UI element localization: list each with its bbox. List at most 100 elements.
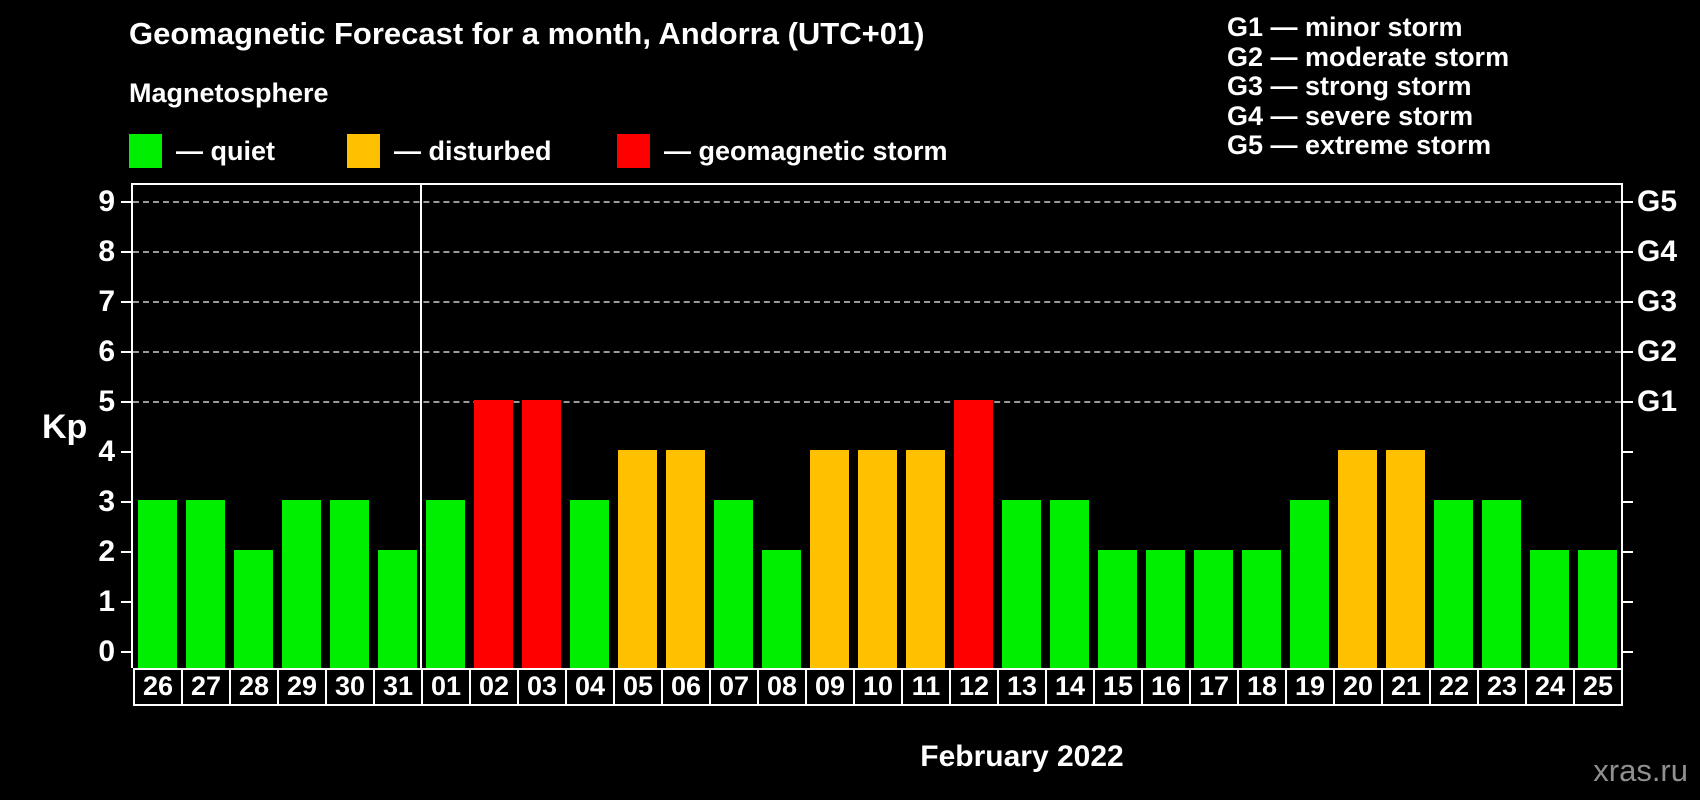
gridline-kp9 (133, 201, 1621, 203)
kp-tick-label-5: 5 (98, 385, 115, 418)
kp-tick-right-2 (1623, 551, 1633, 553)
kp-axis-title: Kp (42, 408, 88, 446)
bar-day-24 (1530, 550, 1569, 668)
day-label-31: 31 (373, 668, 423, 706)
quiet-label: — quiet (176, 135, 275, 166)
day-label-24: 24 (1525, 668, 1575, 706)
day-label-19: 19 (1285, 668, 1335, 706)
right-axis-label-g5: G5 (1637, 185, 1678, 218)
bar-day-30 (330, 500, 369, 668)
magnetosphere-subtitle: Magnetosphere (129, 78, 329, 108)
right-axis-label-g4: G4 (1637, 235, 1678, 268)
gridline-kp6 (133, 351, 1621, 353)
day-label-21: 21 (1381, 668, 1431, 706)
day-label-12: 12 (949, 668, 999, 706)
bar-day-18 (1242, 550, 1281, 668)
kp-tick-label-3: 3 (98, 485, 115, 518)
day-label-23: 23 (1477, 668, 1527, 706)
kp-tick-right-7 (1623, 301, 1633, 303)
kp-tick-right-0 (1623, 651, 1633, 653)
disturbed-label: — disturbed (394, 135, 552, 166)
bar-day-29 (282, 500, 321, 668)
bar-day-10 (858, 450, 897, 668)
bar-day-04 (570, 500, 609, 668)
bar-day-25 (1578, 550, 1617, 668)
storm-color-swatch (617, 134, 650, 168)
right-axis-label-g2: G2 (1637, 335, 1678, 368)
gridline-kp7 (133, 301, 1621, 303)
bar-day-27 (186, 500, 225, 668)
bar-day-31 (378, 550, 417, 668)
kp-tick-label-7: 7 (98, 285, 115, 318)
kp-tick-right-6 (1623, 351, 1633, 353)
kp-tick-left-1 (121, 601, 131, 603)
day-label-11: 11 (901, 668, 951, 706)
legend-item-disturbed: — disturbed (347, 134, 552, 168)
day-label-15: 15 (1093, 668, 1143, 706)
bar-day-13 (1002, 500, 1041, 668)
bar-day-20 (1338, 450, 1377, 668)
storm-label: — geomagnetic storm (664, 135, 948, 166)
bar-day-14 (1050, 500, 1089, 668)
bar-day-21 (1386, 450, 1425, 668)
watermark: xras.ru (1593, 753, 1688, 788)
kp-tick-label-2: 2 (98, 535, 115, 568)
bar-day-16 (1146, 550, 1185, 668)
day-label-22: 22 (1429, 668, 1479, 706)
day-label-01: 01 (421, 668, 471, 706)
legend-item-quiet: — quiet (129, 134, 275, 168)
g-scale-legend: G1 — minor storm G2 — moderate storm G3 … (1227, 12, 1510, 161)
day-label-10: 10 (853, 668, 903, 706)
kp-tick-label-8: 8 (98, 235, 115, 268)
day-label-20: 20 (1333, 668, 1383, 706)
bar-day-11 (906, 450, 945, 668)
bar-day-26 (138, 500, 177, 668)
kp-tick-right-8 (1623, 251, 1633, 253)
bar-day-06 (666, 450, 705, 668)
day-label-03: 03 (517, 668, 567, 706)
day-label-07: 07 (709, 668, 759, 706)
kp-tick-left-4 (121, 451, 131, 453)
kp-tick-left-6 (121, 351, 131, 353)
day-label-27: 27 (181, 668, 231, 706)
kp-tick-left-5 (121, 401, 131, 403)
right-axis-label-g1: G1 (1637, 385, 1678, 418)
gridline-kp8 (133, 251, 1621, 253)
bar-day-02 (474, 400, 513, 668)
bar-day-17 (1194, 550, 1233, 668)
bar-day-28 (234, 550, 273, 668)
day-label-13: 13 (997, 668, 1047, 706)
legend-item-storm: — geomagnetic storm (617, 134, 948, 168)
kp-tick-left-3 (121, 501, 131, 503)
page-title: Geomagnetic Forecast for a month, Andorr… (129, 16, 925, 51)
kp-tick-right-3 (1623, 501, 1633, 503)
day-label-18: 18 (1237, 668, 1287, 706)
kp-tick-right-1 (1623, 601, 1633, 603)
day-label-02: 02 (469, 668, 519, 706)
day-label-28: 28 (229, 668, 279, 706)
day-label-26: 26 (133, 668, 183, 706)
day-axis-labels: 26 27 28 29 30 31 01 02 03 04 05 06 07 08 09 10 11 12 13 14… (133, 668, 1625, 706)
bar-day-23 (1482, 500, 1521, 668)
g2-legend-line: G2 — moderate storm (1227, 41, 1510, 72)
bar-day-01 (426, 500, 465, 668)
month-separator-line (420, 185, 422, 668)
bar-day-05 (618, 450, 657, 668)
g1-legend-line: G1 — minor storm (1227, 12, 1463, 42)
day-label-06: 06 (661, 668, 711, 706)
day-label-05: 05 (613, 668, 663, 706)
kp-tick-label-4: 4 (98, 435, 115, 468)
bar-day-12 (954, 400, 993, 668)
disturbed-color-swatch (347, 134, 380, 168)
bar-day-22 (1434, 500, 1473, 668)
bar-day-07 (714, 500, 753, 668)
kp-tick-left-7 (121, 301, 131, 303)
right-axis-label-g3: G3 (1637, 285, 1678, 318)
kp-tick-label-1: 1 (98, 585, 115, 618)
month-axis-title: February 2022 (920, 740, 1124, 773)
bar-day-19 (1290, 500, 1329, 668)
day-label-14: 14 (1045, 668, 1095, 706)
bar-day-15 (1098, 550, 1137, 668)
day-label-16: 16 (1141, 668, 1191, 706)
